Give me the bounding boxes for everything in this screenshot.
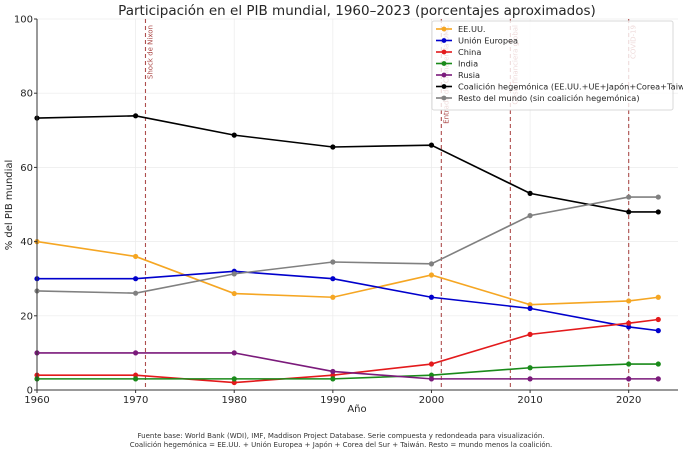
data-point [626, 376, 632, 382]
series-line [37, 352, 659, 380]
data-point [330, 259, 336, 265]
series-group [34, 113, 661, 386]
data-point [330, 368, 336, 375]
legend-marker [441, 84, 447, 89]
data-point [626, 324, 632, 330]
data-point [428, 294, 435, 300]
tick-labels: 1960 1970 1980 1990 2000 2010 2020 0 20 40 60 80 100 [14, 15, 642, 407]
data-point [231, 290, 237, 297]
legend-marker [441, 61, 447, 66]
data-point [527, 305, 533, 311]
y-tick-label: 20 [20, 311, 33, 322]
x-tick-label: 2010 [517, 395, 542, 406]
series-line [36, 115, 659, 213]
data-point [428, 376, 435, 382]
footnote-line-2: Coalición hegemónica = EE.UU. + Unión Eu… [130, 441, 553, 449]
y-tick-label: 100 [14, 15, 33, 26]
data-point [428, 272, 435, 278]
legend-label: Coalición hegemónica (EE.UU.+UE+Japón+Co… [458, 82, 683, 92]
data-point [133, 253, 139, 260]
data-point [428, 372, 435, 378]
data-point [626, 361, 632, 367]
data-point [527, 331, 533, 337]
chart-title: Participación en el PIB mundial, 1960–20… [118, 3, 596, 19]
data-point [330, 144, 336, 150]
legend-marker [441, 26, 447, 32]
y-tick-label: 80 [20, 89, 33, 100]
data-point [330, 276, 336, 282]
x-axis-label: Año [347, 404, 366, 415]
data-point [655, 209, 661, 215]
x-tick-label: 1970 [123, 395, 148, 406]
data-point [231, 132, 237, 138]
series-line [37, 270, 659, 332]
data-point [626, 194, 632, 200]
legend-marker [441, 95, 447, 101]
legend-label: Rusia [458, 70, 480, 80]
data-point [527, 302, 533, 308]
y-axis-label: % del PIB mundial [4, 160, 15, 251]
data-point [231, 350, 237, 356]
data-point [626, 209, 632, 215]
data-point [527, 365, 533, 371]
data-point [626, 298, 632, 304]
legend-label: India [458, 59, 478, 69]
legend-marker [441, 49, 447, 55]
data-point [231, 376, 237, 382]
data-point [330, 294, 336, 300]
legend-label: Resto del mundo (sin coalición hegemónic… [458, 93, 640, 103]
y-tick-label: 0 [27, 386, 33, 397]
series-line [37, 363, 659, 380]
data-point [527, 213, 533, 219]
data-point [655, 316, 661, 323]
series-line [36, 240, 659, 306]
data-point [231, 379, 237, 386]
x-tick-label: 1990 [320, 395, 345, 406]
data-point [428, 261, 435, 267]
legend-marker [441, 72, 447, 78]
legend-label: Unión Europea [458, 36, 518, 46]
x-tick-label: 1980 [222, 395, 247, 406]
data-point [626, 320, 632, 326]
data-point [655, 376, 661, 382]
data-point [330, 376, 336, 382]
data-point [655, 328, 661, 334]
data-point [527, 376, 533, 382]
series-line [37, 318, 659, 384]
legend-marker [441, 38, 447, 43]
data-point [655, 294, 661, 300]
x-tick-label: 1960 [24, 395, 49, 406]
axes [36, 19, 678, 391]
data-point [655, 194, 661, 200]
data-point [133, 376, 139, 382]
data-point [428, 142, 435, 148]
data-point [133, 113, 139, 119]
x-tick-label: 2000 [419, 395, 444, 406]
data-point [133, 276, 139, 282]
legend-box [431, 20, 674, 111]
data-point [428, 361, 435, 367]
data-point [655, 361, 661, 367]
legend-label: EE.UU. [458, 24, 486, 34]
series-line [36, 196, 659, 294]
legend-label: China [458, 47, 481, 57]
data-point [133, 290, 139, 296]
footnote-line-1: Fuente base: World Bank (WDI), IMF, Madd… [138, 432, 545, 440]
y-tick-label: 60 [20, 163, 33, 174]
data-point [231, 271, 237, 277]
data-point [133, 350, 139, 356]
y-tick-label: 40 [20, 237, 33, 248]
data-point [133, 372, 139, 378]
data-point [527, 190, 533, 196]
data-point [330, 372, 336, 378]
x-tick-label: 2020 [616, 395, 641, 406]
event-label: Shock de Nixon [146, 25, 154, 79]
